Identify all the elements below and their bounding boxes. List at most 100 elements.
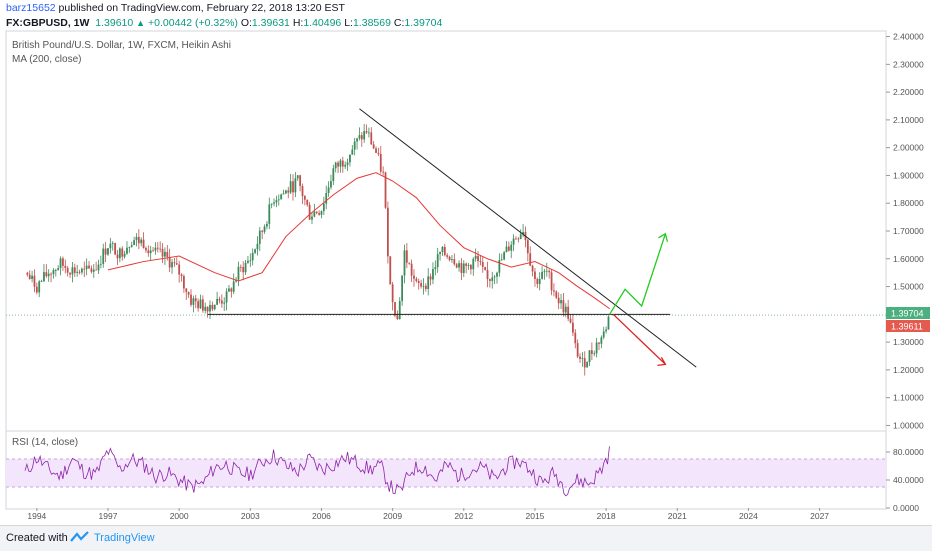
candle-body	[145, 247, 147, 251]
candle-body	[78, 271, 81, 273]
y-tick-label: 2.40000	[893, 32, 924, 42]
candle-body	[62, 258, 64, 266]
candle-body	[491, 277, 494, 281]
candle-body	[562, 300, 565, 313]
candle-body	[405, 250, 408, 263]
candle-body	[586, 362, 589, 368]
candle-body	[439, 251, 441, 255]
candle-body	[460, 263, 463, 273]
candle-body	[384, 172, 387, 208]
candle-body	[31, 275, 33, 280]
candle-body	[429, 276, 432, 280]
close-value: 1.39704	[404, 17, 443, 29]
candle-body	[327, 187, 330, 193]
candle-body	[237, 266, 240, 280]
candle-body	[377, 152, 380, 154]
chart-title: British Pound/U.S. Dollar, 1W, FXCM, Hei…	[12, 40, 231, 51]
candle-body	[130, 245, 133, 247]
candle-body	[277, 199, 280, 201]
author-link[interactable]: barz15652	[6, 2, 56, 14]
candle-body	[451, 259, 453, 261]
candle-body	[386, 207, 389, 257]
candle-body	[249, 260, 252, 262]
candle-body	[209, 304, 211, 312]
candle-body	[503, 252, 506, 260]
candle-body	[458, 263, 460, 268]
candle-body	[394, 302, 396, 316]
candle-body	[118, 248, 121, 259]
candle-body	[555, 291, 558, 298]
candle-body	[337, 162, 339, 167]
candle-body	[576, 343, 579, 357]
candle-body	[462, 263, 465, 273]
candle-body	[201, 299, 204, 311]
candle-body	[396, 315, 399, 319]
tradingview-link[interactable]: TradingView	[94, 532, 155, 544]
candle-body	[579, 356, 581, 359]
candle-body	[465, 263, 468, 266]
candle-body	[372, 144, 375, 149]
candle-body	[389, 256, 392, 285]
main-chart	[6, 108, 886, 376]
candle-body	[472, 258, 475, 270]
candle-body	[408, 262, 411, 264]
candle-body	[204, 306, 207, 311]
candle-body	[365, 131, 368, 133]
candle-body	[446, 255, 449, 257]
bullish-arrowhead	[658, 232, 669, 242]
candle-body	[168, 256, 171, 268]
candle-body	[356, 138, 358, 142]
candle-body	[598, 342, 600, 344]
created-with-text: Created with	[6, 532, 68, 544]
candle-body	[38, 281, 41, 293]
candle-body	[590, 350, 593, 354]
candle-body	[557, 297, 560, 304]
candle-body	[211, 304, 214, 310]
candle-body	[242, 267, 245, 273]
candle-body	[152, 250, 154, 252]
candle-body	[199, 299, 202, 309]
candle-body	[197, 301, 200, 309]
x-tick-label: 2015	[525, 511, 544, 521]
candle-body	[57, 268, 60, 271]
candle-body	[349, 154, 351, 163]
chart-area[interactable]: 1.000001.100001.200001.300001.400001.500…	[0, 0, 932, 525]
footer: Created with TradingView	[0, 525, 932, 551]
candle-body	[284, 190, 287, 194]
candle-body	[320, 211, 323, 215]
rsi-legend[interactable]: RSI (14, close)	[12, 437, 79, 448]
candle-body	[69, 272, 71, 275]
candle-body	[330, 181, 332, 188]
candle-body	[258, 230, 261, 244]
close-price-badge	[886, 307, 930, 319]
candle-body	[99, 263, 102, 265]
candle-body	[453, 259, 456, 265]
candle-body	[126, 247, 128, 254]
ma-legend[interactable]: MA (200, close)	[12, 54, 82, 65]
candle-body	[560, 300, 562, 304]
candle-body	[216, 298, 219, 305]
candle-body	[92, 269, 95, 272]
bearish-arrowhead	[657, 357, 667, 366]
price-badges: 1.39704 1.39611	[886, 307, 930, 332]
candle-body	[194, 298, 197, 302]
candle-body	[33, 275, 36, 287]
candle-body	[398, 301, 401, 319]
candle-body	[280, 194, 283, 200]
candle-body	[351, 149, 354, 155]
candle-body	[114, 243, 117, 255]
tradingview-logo-icon	[70, 531, 89, 542]
candle-body	[498, 260, 501, 273]
candle-body	[474, 255, 477, 259]
candle-body	[35, 286, 38, 293]
candle-body	[161, 248, 164, 257]
candle-body	[534, 271, 536, 280]
candle-body	[358, 135, 361, 139]
candle-body	[486, 269, 489, 280]
candle-body	[218, 298, 221, 301]
candle-body	[363, 131, 366, 140]
candle-body	[522, 232, 524, 235]
candle-body	[223, 302, 226, 304]
y-tick-label: 1.80000	[893, 198, 924, 208]
candle-body	[149, 250, 152, 254]
